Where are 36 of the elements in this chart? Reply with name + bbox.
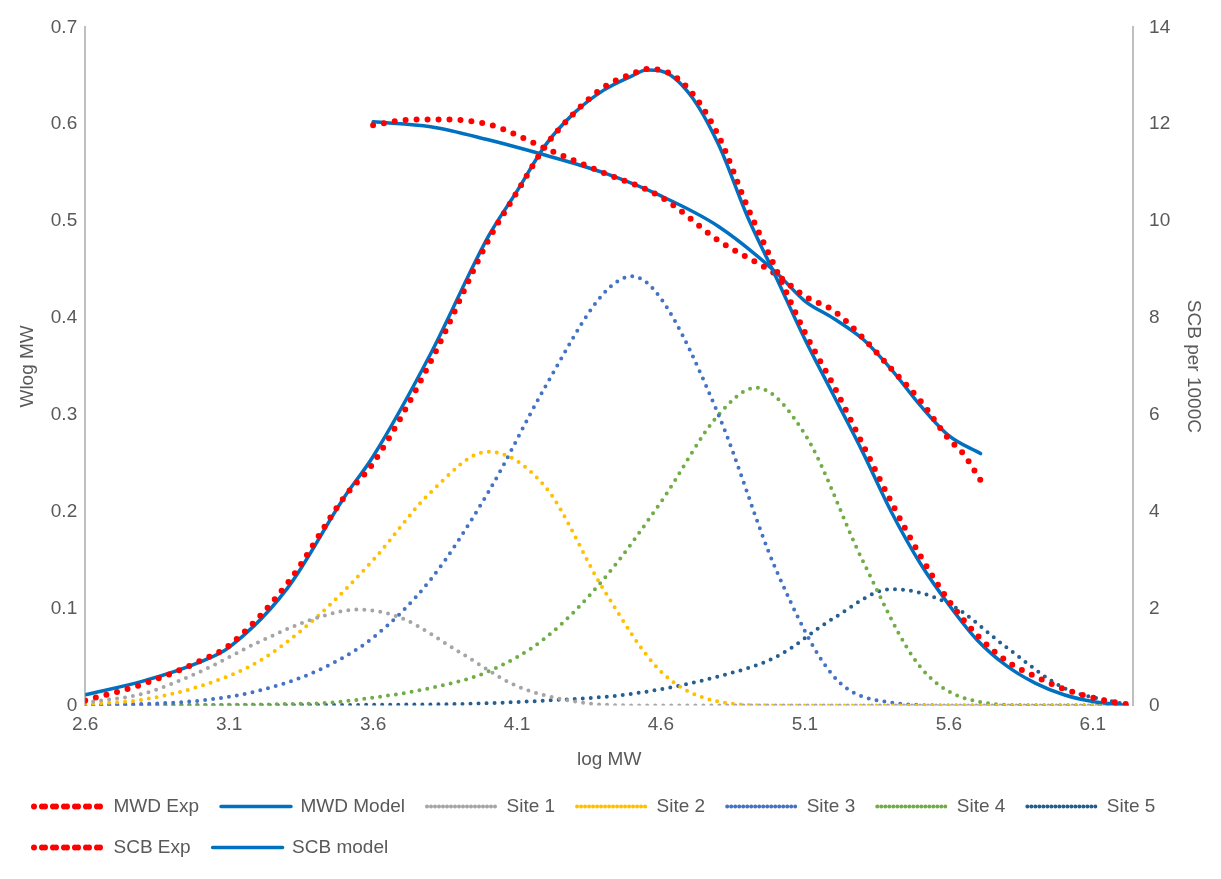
x-tick-label: 6.1 xyxy=(1079,713,1106,735)
x-tick-label: 2.6 xyxy=(72,713,99,735)
y-tick-label: 0.7 xyxy=(50,15,78,37)
x-tick-label: 3.1 xyxy=(215,713,243,735)
legend-label: MWD Model xyxy=(300,794,406,816)
legend-label: Site 2 xyxy=(656,794,706,816)
y2-tick-label: 14 xyxy=(1149,15,1171,37)
x-axis-title: log MW xyxy=(576,747,642,769)
y-tick-label: 0.5 xyxy=(50,209,78,231)
legend-label: Site 5 xyxy=(1106,794,1156,816)
y-tick-label: 0 xyxy=(66,693,78,715)
y-tick-label: 0.1 xyxy=(50,596,78,618)
y2-tick-label: 0 xyxy=(1149,693,1160,715)
y-tick-label: 0.6 xyxy=(50,112,78,134)
x-tick-label: 5.1 xyxy=(791,713,819,735)
x-tick-label: 5.6 xyxy=(935,713,963,735)
legend-label: SCB Exp xyxy=(113,835,191,857)
legend-label: Site 3 xyxy=(806,794,856,816)
legend-label: Site 1 xyxy=(506,794,556,816)
y-tick-label: 0.4 xyxy=(50,306,78,328)
y-tick-label: 0.3 xyxy=(50,403,78,425)
y2-tick-label: 12 xyxy=(1149,112,1171,134)
y-tick-label: 0.2 xyxy=(50,499,78,521)
y2-tick-label: 2 xyxy=(1149,596,1160,618)
y-axis-title: Wlog MW xyxy=(15,325,37,408)
y2-tick-label: 10 xyxy=(1149,209,1171,231)
legend-label: Site 4 xyxy=(956,794,1006,816)
legend-label: MWD Exp xyxy=(113,794,199,816)
x-tick-label: 4.1 xyxy=(503,713,531,735)
y2-tick-label: 8 xyxy=(1149,306,1160,328)
y2-axis-title: SCB per 1000C xyxy=(1184,299,1206,433)
x-tick-label: 3.6 xyxy=(359,713,387,735)
legend-label: SCB model xyxy=(292,835,389,857)
y2-tick-label: 4 xyxy=(1149,499,1161,521)
y2-tick-label: 6 xyxy=(1149,403,1160,425)
x-tick-label: 4.6 xyxy=(647,713,675,735)
